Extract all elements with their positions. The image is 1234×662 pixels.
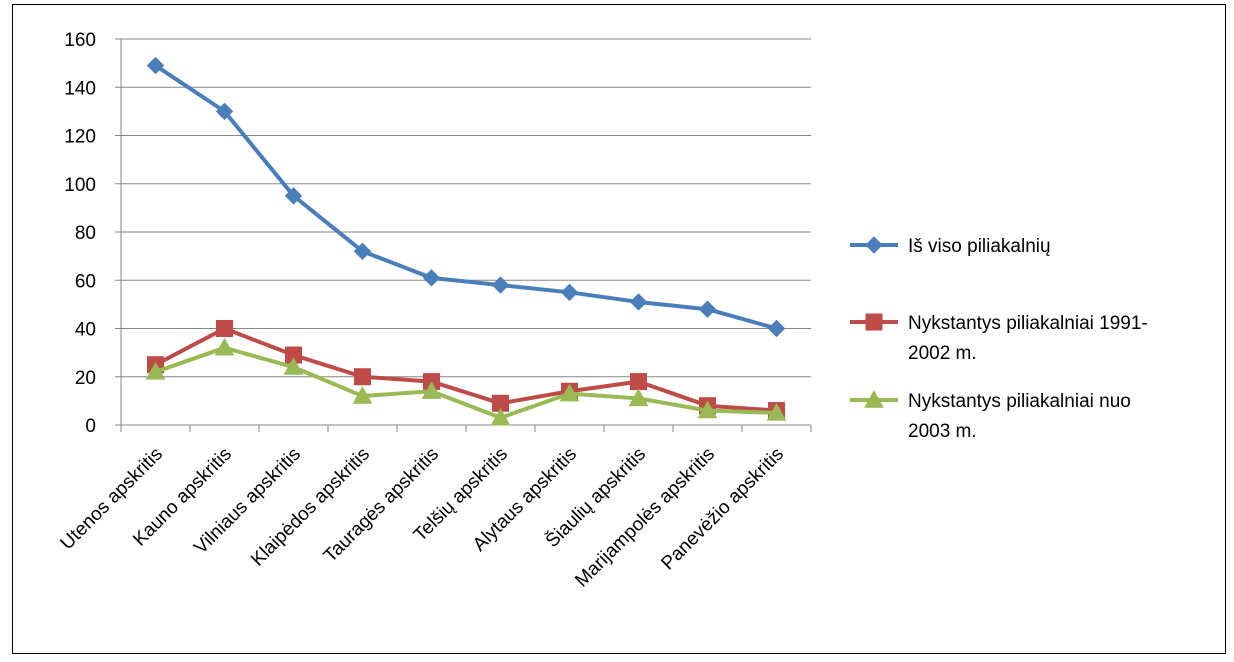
legend-label: 2003 m. <box>908 421 977 442</box>
series-1 <box>146 56 786 338</box>
data-point <box>559 383 580 402</box>
data-point <box>284 187 303 205</box>
series-3 <box>145 337 787 426</box>
legend-marker <box>865 313 883 331</box>
data-point <box>630 373 647 391</box>
legend-item-1: Iš viso piliakalnių <box>850 236 1051 257</box>
data-point <box>283 357 304 375</box>
data-point <box>628 388 649 407</box>
data-point <box>697 400 718 419</box>
y-tick-label: 160 <box>64 30 96 51</box>
y-tick-label: 100 <box>64 175 96 196</box>
legend-label: Nykstantys piliakalniai nuo <box>908 391 1131 412</box>
data-point <box>767 319 786 338</box>
y-tick-label: 60 <box>75 271 96 292</box>
series-line <box>153 326 779 413</box>
data-point <box>421 381 442 399</box>
data-point <box>145 361 166 380</box>
gridlines <box>121 38 811 378</box>
legend-label: 2002 m. <box>908 343 977 364</box>
data-point <box>698 300 717 318</box>
y-tick-label: 0 <box>85 416 96 437</box>
data-point <box>491 276 510 294</box>
data-point <box>354 368 371 386</box>
y-tick-label: 80 <box>75 223 96 244</box>
y-tick-label: 140 <box>64 78 96 99</box>
axes <box>115 38 812 432</box>
series-line <box>153 63 779 331</box>
data-point <box>215 102 234 121</box>
x-category-label: Panevėžio apskritis <box>657 444 788 575</box>
data-point <box>216 320 233 337</box>
y-tick-label: 20 <box>75 368 96 389</box>
data-point <box>560 283 579 302</box>
data-point <box>214 337 235 356</box>
legend-marker <box>865 236 883 254</box>
series-lines <box>145 56 787 426</box>
data-point <box>490 407 511 426</box>
legend-marker <box>864 389 884 408</box>
data-point <box>629 293 648 311</box>
data-point <box>422 269 441 287</box>
data-point <box>352 386 373 404</box>
legend-item-2: Nykstantys piliakalniai 1991- 2002 m. <box>850 313 1148 364</box>
data-point <box>766 402 787 421</box>
legend: Iš viso piliakalnių Nykstantys piliakalni… <box>850 236 1148 442</box>
legend-label: Nykstantys piliakalniai 1991- <box>908 313 1148 334</box>
x-category-label: Tauragės apskritis <box>320 444 443 567</box>
y-tick-label: 40 <box>75 320 96 341</box>
legend-label: Iš viso piliakalnių <box>908 236 1051 257</box>
data-point <box>146 56 165 75</box>
series-line <box>153 345 779 420</box>
x-category-label: Klaipėdos apskritis <box>247 444 374 571</box>
x-category-label: Marijampolės apskritis <box>571 444 719 592</box>
legend-item-3: Nykstantys piliakalniai nuo 2003 m. <box>850 389 1131 442</box>
y-tick-label: 120 <box>64 127 96 148</box>
y-axis-tick-labels: 0 20 40 60 80 100 120 140 160 <box>64 30 96 437</box>
data-point <box>353 242 372 261</box>
